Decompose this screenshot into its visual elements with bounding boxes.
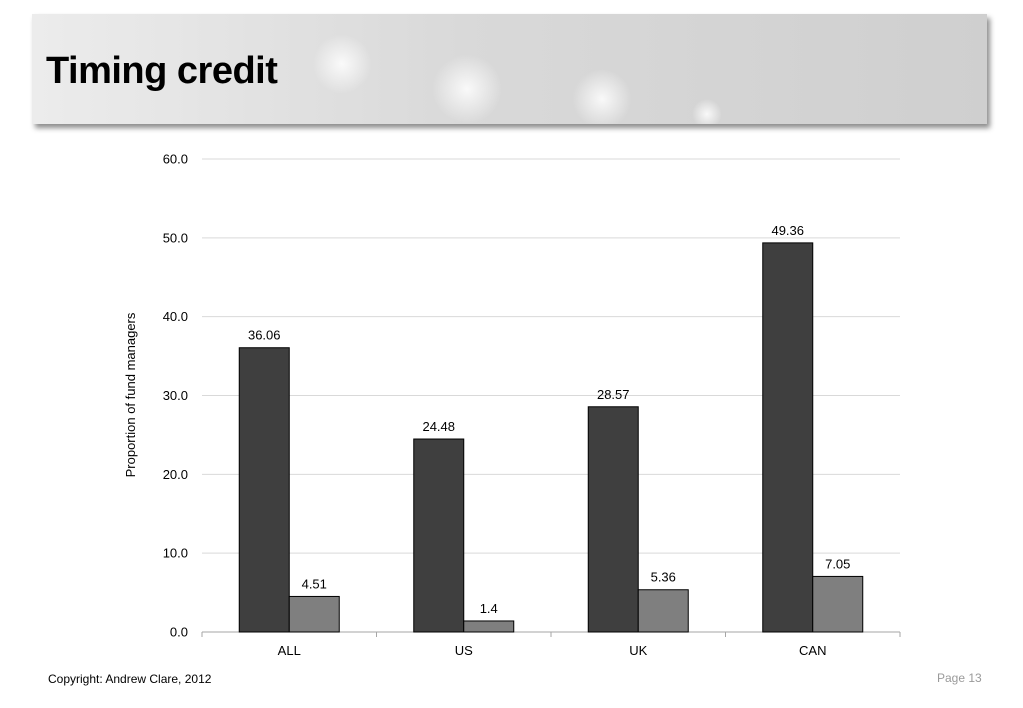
x-category-label: US <box>455 643 473 658</box>
copyright-footer: Copyright: Andrew Clare, 2012 <box>48 672 212 686</box>
x-category-label: CAN <box>799 643 826 658</box>
data-label: 7.05 <box>825 556 850 571</box>
bar-series-2 <box>637 589 689 633</box>
y-tick-label: 30.0 <box>163 388 188 403</box>
bar-series-1 <box>238 347 290 633</box>
data-label: 5.36 <box>651 570 676 585</box>
decorative-light-flare <box>312 34 372 94</box>
decorative-light-flare <box>432 54 502 124</box>
x-category-label: ALL <box>278 643 301 658</box>
data-label: 36.06 <box>248 328 281 343</box>
y-axis-title: Proportion of fund managers <box>123 312 138 477</box>
title-banner: Timing credit <box>32 14 987 124</box>
data-label: 4.51 <box>302 576 327 591</box>
y-tick-label: 40.0 <box>163 309 188 324</box>
data-label: 1.4 <box>480 601 498 616</box>
y-tick-label: 0.0 <box>170 625 188 640</box>
data-label: 49.36 <box>771 223 804 238</box>
page-number: Page 13 <box>937 671 982 685</box>
slide-title: Timing credit <box>46 50 278 92</box>
y-tick-label: 20.0 <box>163 467 188 482</box>
x-category-label: UK <box>629 643 647 658</box>
y-tick-label: 50.0 <box>163 230 188 245</box>
data-label: 24.48 <box>422 419 455 434</box>
y-tick-label: 60.0 <box>163 152 188 167</box>
decorative-light-flare <box>572 69 632 124</box>
bar-series-1 <box>587 406 639 633</box>
bar-series-2 <box>288 595 340 633</box>
decorative-light-flare <box>692 99 722 124</box>
y-tick-label: 10.0 <box>163 546 188 561</box>
bar-series-1 <box>413 438 465 633</box>
data-label: 28.57 <box>597 387 630 402</box>
bar-series-2 <box>463 620 515 633</box>
bar-series-1 <box>762 242 814 633</box>
bar-series-2 <box>812 575 864 633</box>
